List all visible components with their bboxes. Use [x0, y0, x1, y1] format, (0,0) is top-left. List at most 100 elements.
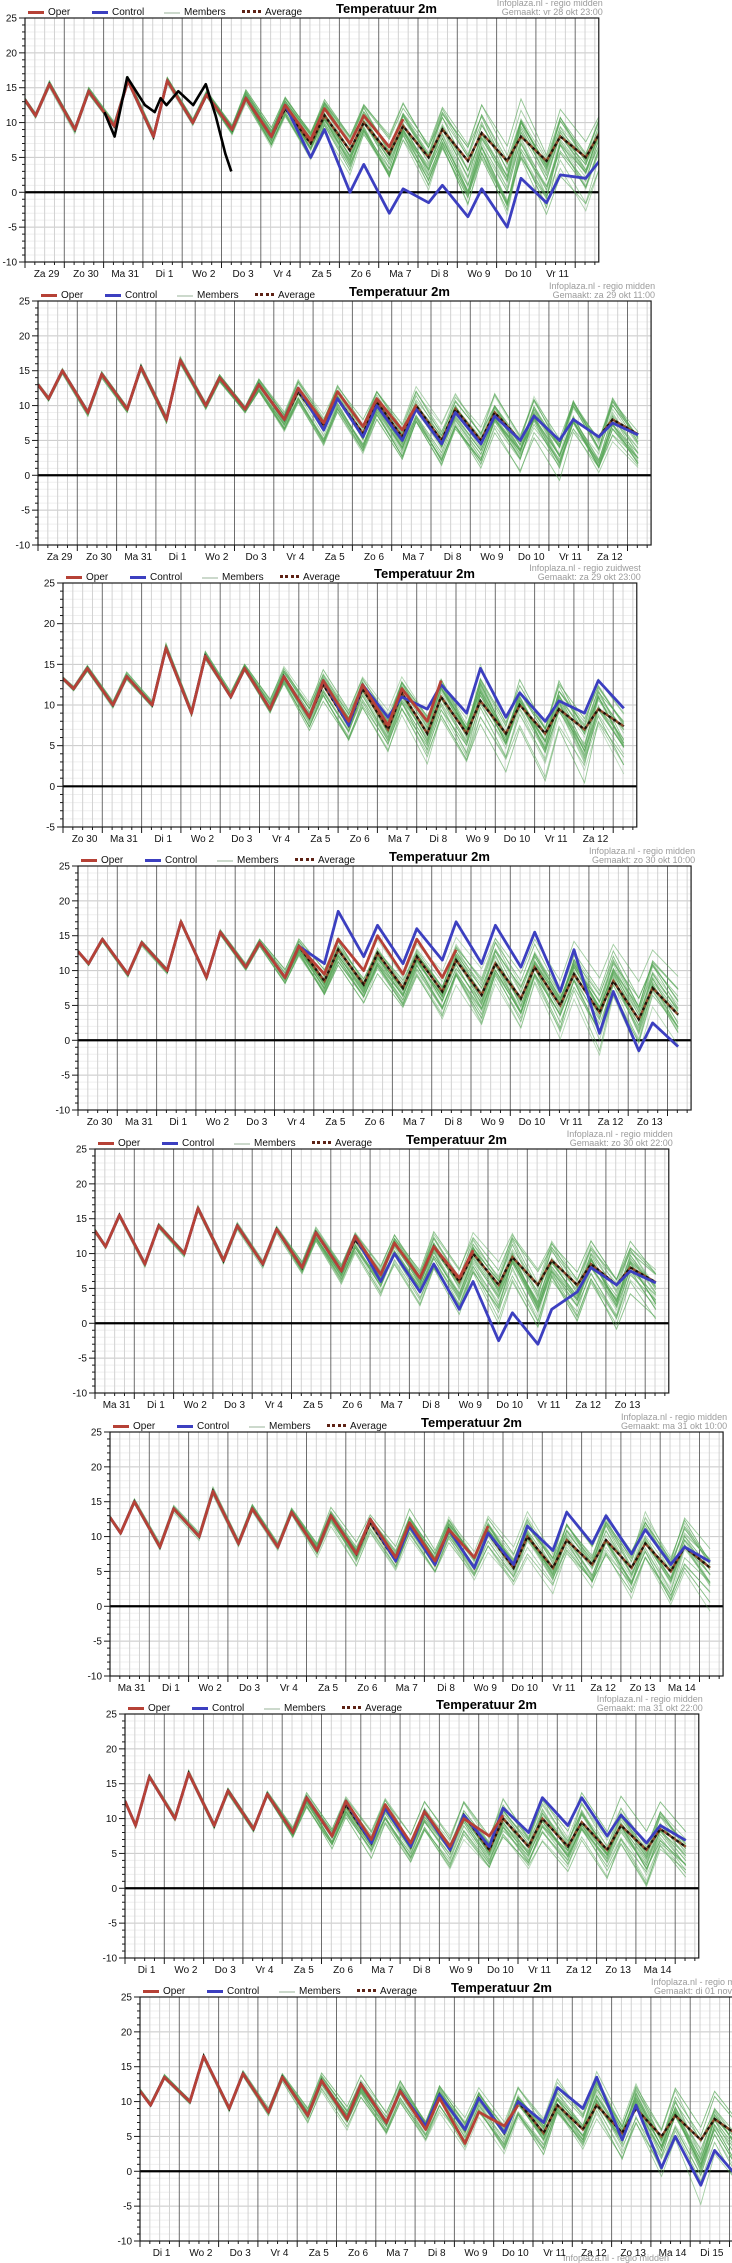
legend-item-oper: Oper — [41, 287, 84, 302]
svg-text:Wo 9: Wo 9 — [464, 2248, 488, 2259]
oper-line-swatch — [143, 1990, 159, 1994]
average-dotted-swatch — [255, 293, 274, 297]
svg-text:Ma 31: Ma 31 — [124, 552, 152, 563]
oper-line — [110, 1489, 490, 1563]
chart-canvas-6: -10 -5 0 5 10 15 20 25 Ma 31 Di 1 Wo 2 Do 3 Vr 4 Za 5… — [88, 1428, 724, 1694]
svg-text:Wo 2: Wo 2 — [191, 834, 215, 845]
svg-text:5: 5 — [81, 1284, 87, 1295]
svg-text:20: 20 — [76, 1179, 88, 1190]
svg-text:Do 3: Do 3 — [246, 1117, 268, 1128]
legend-average-label: Average — [318, 855, 356, 867]
svg-text:-10: -10 — [118, 2237, 133, 2248]
svg-text:Za 12: Za 12 — [581, 2248, 607, 2259]
chart-header: Infoplaza.nl - regio midden Gemaakt: ma … — [104, 1695, 703, 1713]
svg-text:20: 20 — [44, 619, 56, 630]
forecast-chart-2: Infoplaza.nl - regio midden Gemaakt: za … — [13, 282, 656, 565]
legend-item-control: Control — [207, 1983, 259, 1997]
observed-line — [103, 76, 233, 172]
members-line-swatch — [249, 1425, 265, 1428]
svg-text:Di 8: Di 8 — [422, 1400, 440, 1411]
svg-text:Di 1: Di 1 — [153, 2248, 171, 2259]
control-line-swatch — [162, 1142, 178, 1146]
svg-text:-5: -5 — [61, 1071, 70, 1082]
chart-region-line: Infoplaza.nl - regio midden — [621, 1412, 728, 1422]
legend-item-oper: Oper — [128, 1700, 170, 1714]
oper-line — [95, 1206, 475, 1280]
members-line-swatch — [177, 294, 193, 297]
svg-text:Wo 9: Wo 9 — [481, 1117, 505, 1128]
svg-text:Za 5: Za 5 — [325, 552, 345, 563]
legend-members-label: Members — [254, 1138, 296, 1150]
svg-text:Ma 7: Ma 7 — [386, 2248, 409, 2259]
svg-text:0: 0 — [96, 1602, 102, 1613]
chart-region-line: Infoplaza.nl - regio zuidwest — [529, 563, 641, 573]
chart-title: Temperatuur 2m — [336, 1, 437, 16]
svg-text:Di 8: Di 8 — [428, 2248, 446, 2259]
svg-text:-5: -5 — [78, 1354, 87, 1365]
svg-text:10: 10 — [44, 701, 56, 712]
svg-text:Vr 4: Vr 4 — [287, 1117, 305, 1128]
svg-text:25: 25 — [19, 297, 31, 308]
chart-canvas-8: -10 -5 0 5 10 15 20 25 Di 1 Wo 2 Do 3 Vr 4 Za 5 Zo 6 M… — [118, 1993, 732, 2259]
legend-item-members: Members — [234, 1135, 296, 1150]
legend-oper-label: Oper — [86, 572, 109, 584]
svg-text:0: 0 — [126, 2167, 132, 2178]
legend-average-label: Average — [350, 1421, 388, 1433]
svg-text:Za 29: Za 29 — [34, 269, 60, 280]
svg-text:25: 25 — [121, 1993, 133, 2004]
legend-oper-label: Oper — [61, 290, 84, 302]
svg-text:Do 3: Do 3 — [215, 1965, 237, 1976]
svg-text:5: 5 — [24, 436, 30, 447]
svg-text:20: 20 — [6, 48, 18, 59]
legend-average-label: Average — [365, 1703, 403, 1715]
svg-text:Do 10: Do 10 — [519, 1117, 546, 1128]
svg-text:10: 10 — [19, 401, 31, 412]
legend-average-label: Average — [303, 572, 341, 584]
legend-members-label: Members — [284, 1703, 326, 1715]
oper-line-swatch — [113, 1425, 129, 1429]
legend-item-members: Members — [217, 852, 279, 867]
svg-text:Do 10: Do 10 — [505, 269, 532, 280]
control-line-swatch — [192, 1707, 208, 1711]
forecast-chart-3: Infoplaza.nl - regio zuidwest Gemaakt: z… — [38, 563, 641, 847]
svg-text:Ma 31: Ma 31 — [103, 1400, 131, 1411]
svg-text:Zo 30: Zo 30 — [87, 1117, 113, 1128]
svg-text:Zo 13: Zo 13 — [637, 1117, 663, 1128]
legend-members-label: Members — [222, 572, 264, 584]
chart-title: Temperatuur 2m — [406, 1132, 507, 1147]
average-dotted-swatch — [342, 1706, 361, 1710]
chart-header: Infoplaza.nl - regio midden Gemaakt: di … — [144, 1978, 732, 1996]
svg-text:Vr 4: Vr 4 — [273, 269, 291, 280]
svg-text:Ma 7: Ma 7 — [402, 552, 425, 563]
svg-text:Vr 11: Vr 11 — [546, 269, 569, 280]
svg-text:Ma 7: Ma 7 — [371, 1965, 394, 1976]
svg-text:5: 5 — [49, 741, 55, 752]
svg-text:-10: -10 — [88, 1672, 103, 1683]
legend-item-control: Control — [162, 1135, 214, 1149]
svg-text:25: 25 — [106, 1710, 118, 1721]
legend-average-label: Average — [335, 1138, 373, 1150]
svg-text:15: 15 — [106, 1779, 118, 1790]
svg-text:10: 10 — [106, 1814, 118, 1825]
svg-text:15: 15 — [6, 83, 18, 94]
svg-text:Wo 2: Wo 2 — [205, 552, 229, 563]
chart-canvas-4: -10 -5 0 5 10 15 20 25 Zo 30 Ma 31 Di 1 Wo 2 Do 3 Vr … — [56, 862, 692, 1128]
svg-text:Ma 31: Ma 31 — [118, 1683, 146, 1694]
svg-text:-10: -10 — [56, 1106, 71, 1117]
svg-text:Do 10: Do 10 — [502, 2248, 529, 2259]
members-line-swatch — [217, 859, 233, 862]
svg-text:-10: -10 — [103, 1954, 118, 1965]
svg-text:10: 10 — [6, 118, 18, 129]
legend-oper-label: Oper — [163, 1986, 186, 1998]
svg-text:15: 15 — [19, 366, 31, 377]
forecast-chart-5: Infoplaza.nl - regio midden Gemaakt: zo … — [70, 1130, 673, 1413]
svg-text:20: 20 — [19, 331, 31, 342]
svg-text:20: 20 — [59, 896, 71, 907]
legend-members-label: Members — [237, 855, 279, 867]
average-dotted-swatch — [357, 1989, 376, 1993]
svg-text:Vr 11: Vr 11 — [559, 552, 582, 563]
legend-item-control: Control — [105, 287, 157, 301]
legend-item-members: Members — [164, 4, 226, 18]
svg-text:Vr 11: Vr 11 — [538, 1400, 561, 1411]
svg-text:Ma 7: Ma 7 — [388, 834, 411, 845]
